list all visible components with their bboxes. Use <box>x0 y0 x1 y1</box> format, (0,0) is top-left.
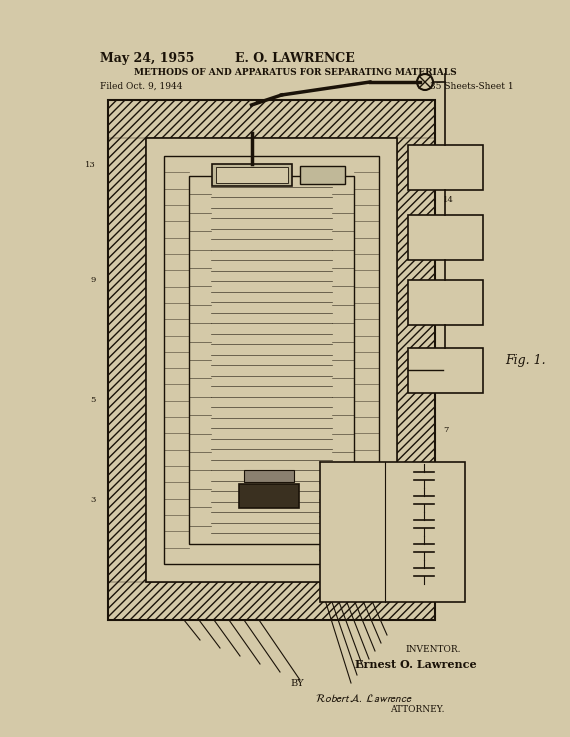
Text: LIQUID
AIR: LIQUID AIR <box>430 158 460 177</box>
Text: 13: 13 <box>86 161 96 169</box>
Text: 42: 42 <box>310 492 319 500</box>
Bar <box>320 462 465 602</box>
Text: 5: 5 <box>91 396 96 404</box>
Text: INVENTOR.: INVENTOR. <box>405 646 461 654</box>
Text: 22: 22 <box>385 129 396 137</box>
Text: DIFFUSION
PUMP: DIFFUSION PUMP <box>421 228 469 247</box>
Bar <box>408 280 483 325</box>
Text: Fig. 1.: Fig. 1. <box>505 354 545 366</box>
Text: E. O. LAWRENCE: E. O. LAWRENCE <box>235 52 355 65</box>
Bar <box>215 167 287 183</box>
Text: 35: 35 <box>264 472 274 480</box>
Text: Ernest O. Lawrence: Ernest O. Lawrence <box>355 660 477 671</box>
Text: 56: 56 <box>351 498 360 506</box>
Text: 23: 23 <box>385 332 396 340</box>
Text: 49: 49 <box>336 518 344 526</box>
Bar <box>146 138 397 582</box>
Text: 26: 26 <box>385 264 396 272</box>
Bar <box>146 564 397 582</box>
Text: 20: 20 <box>174 177 184 185</box>
Text: ATTORNEY.: ATTORNEY. <box>390 705 445 714</box>
Text: 10: 10 <box>342 274 353 282</box>
Text: 41: 41 <box>336 538 344 546</box>
Bar <box>108 100 146 620</box>
Text: 66: 66 <box>414 478 423 486</box>
Text: Filed Oct. 9, 1944: Filed Oct. 9, 1944 <box>100 82 182 91</box>
Bar <box>110 102 433 618</box>
Text: 14: 14 <box>443 196 454 204</box>
Text: 35 Sheets-Sheet 1: 35 Sheets-Sheet 1 <box>430 82 514 91</box>
Bar <box>379 138 397 582</box>
Text: 47: 47 <box>351 538 360 546</box>
Bar <box>146 138 397 156</box>
Bar <box>108 100 435 138</box>
Bar <box>116 108 427 612</box>
Text: 7: 7 <box>443 426 449 434</box>
Bar <box>211 164 291 186</box>
Text: BACKING
PUMP: BACKING PUMP <box>426 361 465 380</box>
Bar <box>189 176 354 544</box>
Text: 27: 27 <box>385 397 396 405</box>
Text: 24: 24 <box>385 326 396 334</box>
Text: 57: 57 <box>414 502 423 510</box>
Bar <box>408 145 483 190</box>
Text: 54: 54 <box>336 498 344 506</box>
Text: METHODS OF AND APPARATUS FOR SEPARATING MATERIALS: METHODS OF AND APPARATUS FOR SEPARATING … <box>134 68 457 77</box>
Bar <box>239 484 299 508</box>
Text: 53: 53 <box>414 526 423 534</box>
Bar <box>108 582 435 620</box>
Text: 9: 9 <box>196 438 201 446</box>
Text: 21: 21 <box>359 177 369 185</box>
Bar <box>146 138 164 582</box>
Text: 11: 11 <box>342 356 353 364</box>
Text: 7: 7 <box>196 356 201 364</box>
Bar <box>408 215 483 260</box>
Text: 64: 64 <box>351 476 360 484</box>
Text: 19: 19 <box>385 199 396 207</box>
Text: May 24, 1955: May 24, 1955 <box>100 52 194 65</box>
Text: BY: BY <box>290 679 304 688</box>
Text: 3: 3 <box>91 496 96 504</box>
Text: 31: 31 <box>247 152 256 160</box>
Text: 63: 63 <box>336 476 344 484</box>
Text: 40: 40 <box>219 492 229 500</box>
Text: 52: 52 <box>351 518 360 526</box>
Bar <box>397 100 435 620</box>
Bar <box>164 156 379 564</box>
Bar <box>113 105 430 615</box>
Text: 30: 30 <box>194 171 205 179</box>
Bar <box>108 100 435 620</box>
Bar <box>299 166 344 184</box>
Text: DRY
ICE: DRY ICE <box>437 293 454 312</box>
Text: 17: 17 <box>190 274 201 282</box>
Bar <box>245 470 294 482</box>
Text: $\mathcal{Robert\,A.\,Lawrence}$: $\mathcal{Robert\,A.\,Lawrence}$ <box>315 693 413 705</box>
Text: 9: 9 <box>91 276 96 284</box>
Text: 49: 49 <box>414 550 423 558</box>
Bar <box>189 176 211 544</box>
Text: 1: 1 <box>443 316 449 324</box>
Bar <box>408 348 483 393</box>
Text: 18: 18 <box>266 172 276 180</box>
Bar <box>332 176 354 544</box>
